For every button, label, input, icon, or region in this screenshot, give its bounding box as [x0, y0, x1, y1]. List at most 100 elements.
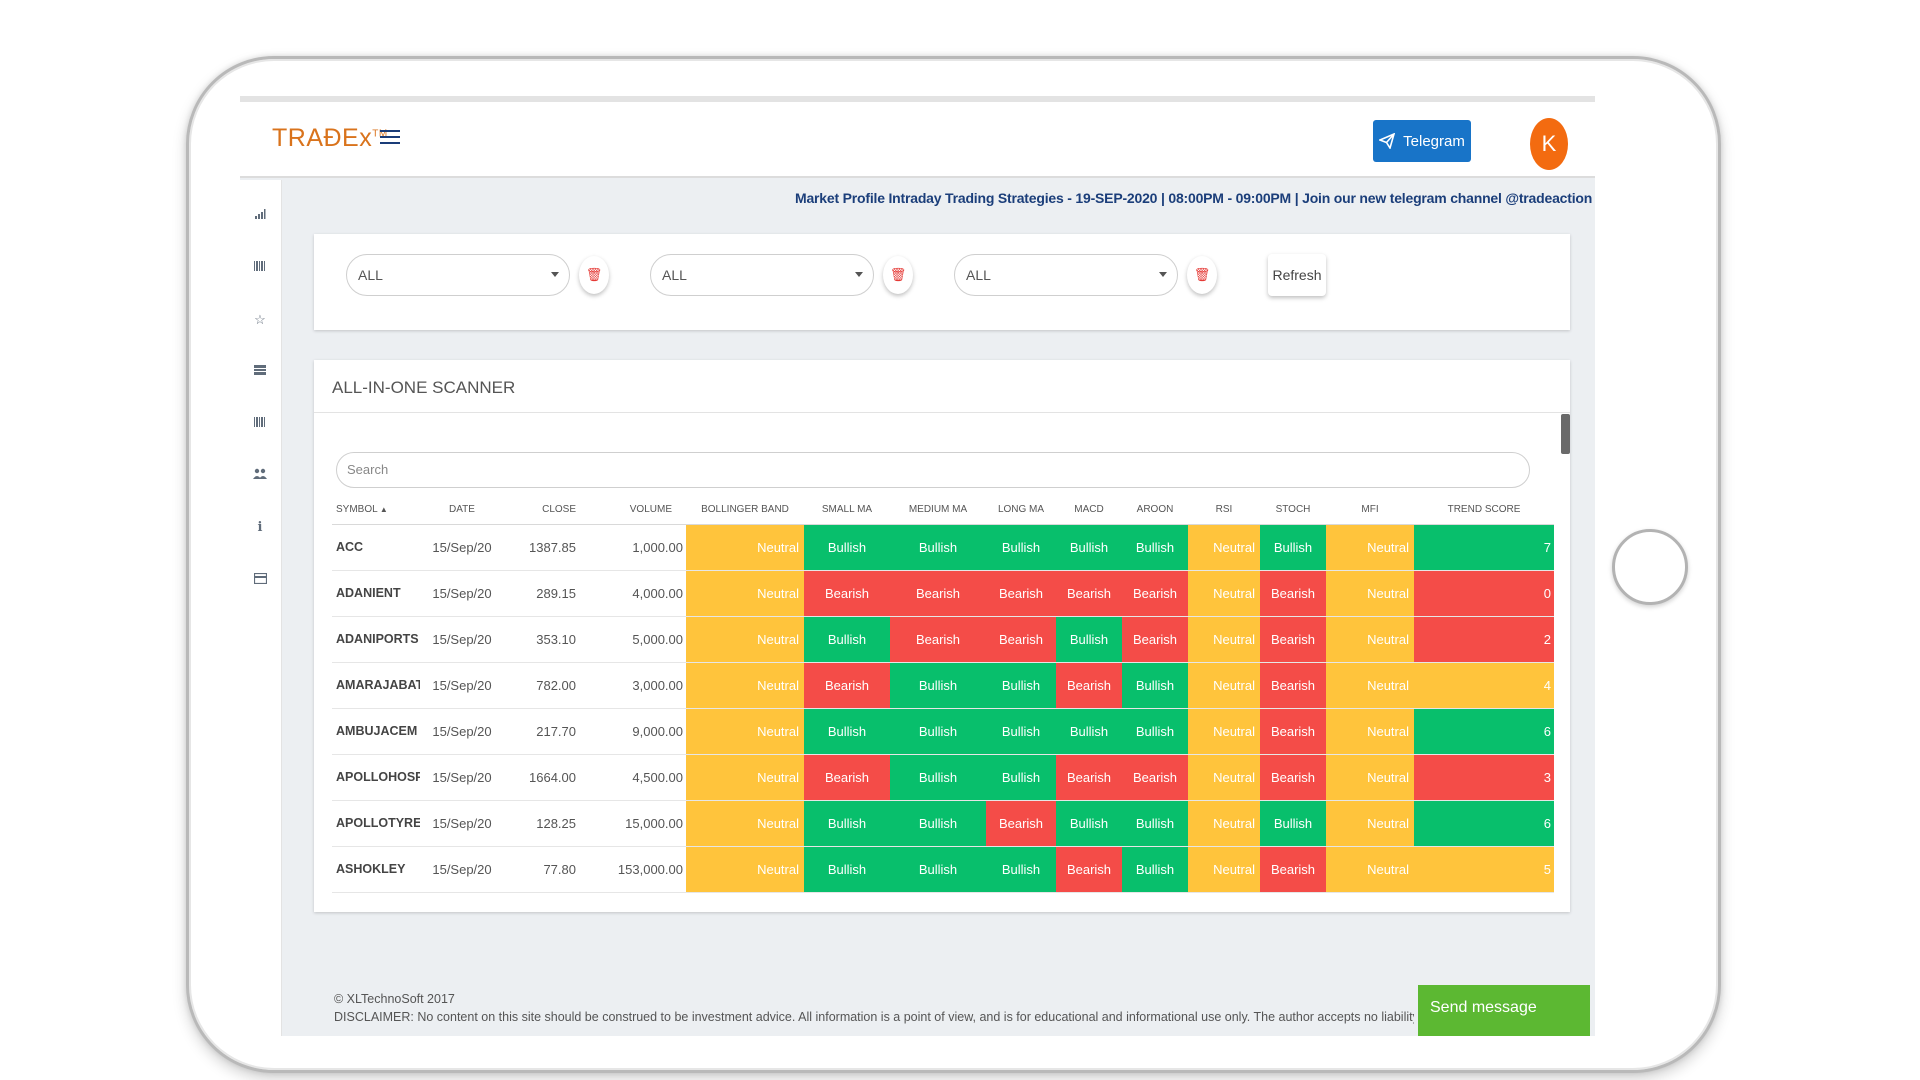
volume-cell: 3,000.00: [590, 662, 686, 709]
volume-cell: 15,000.00: [590, 800, 686, 847]
table-row[interactable]: APOLLOTYRE 15/Sep/20 128.25 15,000.00 Neutra…: [332, 800, 1554, 847]
bollinger-band-cell: Neutral: [686, 846, 804, 893]
long-ma-cell: Bullish: [986, 662, 1056, 709]
bollinger-band-cell: Neutral: [686, 616, 804, 663]
column-header-aroon[interactable]: AROON: [1122, 496, 1188, 525]
column-header-trend-score[interactable]: TREND SCORE: [1414, 496, 1554, 525]
small-ma-cell: Bullish: [804, 524, 890, 571]
filter-select-1[interactable]: ALL: [346, 254, 570, 296]
telegram-button[interactable]: Telegram: [1373, 120, 1471, 162]
mfi-cell: Neutral: [1326, 708, 1414, 755]
barcode-icon[interactable]: [252, 416, 268, 432]
stoch-cell: Bearish: [1260, 570, 1326, 617]
column-header-long-ma[interactable]: LONG MA: [986, 496, 1056, 525]
trend-score-cell: 0: [1414, 570, 1554, 617]
user-avatar[interactable]: K: [1530, 118, 1568, 170]
close-cell: 353.10: [504, 616, 590, 663]
rsi-cell: Neutral: [1188, 570, 1260, 617]
long-ma-cell: Bearish: [986, 800, 1056, 847]
announcement-banner[interactable]: Market Profile Intraday Trading Strategi…: [795, 190, 1593, 206]
date-cell: 15/Sep/20: [420, 524, 504, 571]
mfi-cell: Neutral: [1326, 616, 1414, 663]
close-cell: 289.15: [504, 570, 590, 617]
aroon-cell: Bullish: [1122, 846, 1188, 893]
filter-select-2[interactable]: ALL: [650, 254, 874, 296]
aroon-cell: Bullish: [1122, 662, 1188, 709]
close-cell: 128.25: [504, 800, 590, 847]
list-icon[interactable]: [252, 364, 268, 380]
column-header-macd[interactable]: MACD: [1056, 496, 1122, 525]
card-icon[interactable]: [252, 572, 268, 588]
volume-cell: 4,500.00: [590, 754, 686, 801]
macd-cell: Bearish: [1056, 846, 1122, 893]
telegram-label: Telegram: [1403, 132, 1465, 150]
column-header-bollinger-band[interactable]: BOLLINGER BAND: [686, 496, 804, 525]
small-ma-cell: Bearish: [804, 662, 890, 709]
table-row[interactable]: ADANIENT 15/Sep/20 289.15 4,000.00 Neutral Be…: [332, 570, 1554, 617]
aroon-cell: Bullish: [1122, 708, 1188, 755]
bollinger-band-cell: Neutral: [686, 754, 804, 801]
aroon-cell: Bullish: [1122, 800, 1188, 847]
date-cell: 15/Sep/20: [420, 570, 504, 617]
table-row[interactable]: APOLLOHOSP 15/Sep/20 1664.00 4,500.00 Neutra…: [332, 754, 1554, 801]
filter-select-3[interactable]: ALL: [954, 254, 1178, 296]
users-icon[interactable]: [252, 468, 268, 484]
sort-ascending-icon: ▲: [377, 505, 388, 515]
refresh-button[interactable]: Refresh: [1268, 254, 1326, 296]
column-header-small-ma[interactable]: SMALL MA: [804, 496, 890, 525]
side-icon-rail: ☆ i: [240, 180, 282, 1036]
column-header-symbol[interactable]: SYMBOL ▲: [332, 496, 420, 525]
column-header-date[interactable]: DATE: [420, 496, 504, 525]
table-row[interactable]: AMARAJABAT 15/Sep/20 782.00 3,000.00 Neutral…: [332, 662, 1554, 709]
close-cell: 1387.85: [504, 524, 590, 571]
footer-copyright: © XLTechnoSoft 2017: [334, 992, 455, 1006]
info-icon[interactable]: i: [257, 520, 263, 535]
column-header-close[interactable]: CLOSE: [504, 496, 590, 525]
column-header-volume[interactable]: VOLUME: [590, 496, 686, 525]
barcode-icon[interactable]: [252, 260, 268, 276]
tradex-logo[interactable]: TRAÐExTM: [272, 124, 388, 152]
long-ma-cell: Bullish: [986, 754, 1056, 801]
date-cell: 15/Sep/20: [420, 846, 504, 893]
small-ma-cell: Bullish: [804, 800, 890, 847]
stoch-cell: Bullish: [1260, 800, 1326, 847]
star-icon[interactable]: ☆: [254, 312, 266, 327]
medium-ma-cell: Bullish: [890, 662, 986, 709]
volume-cell: 1,000.00: [590, 524, 686, 571]
delete-filter-2-button[interactable]: 🗑: [883, 256, 913, 294]
table-row[interactable]: AMBUJACEM 15/Sep/20 217.70 9,000.00 Neutral B…: [332, 708, 1554, 755]
column-header-rsi[interactable]: RSI: [1188, 496, 1260, 525]
filter-select-3-value: ALL: [966, 267, 991, 283]
long-ma-cell: Bullish: [986, 708, 1056, 755]
send-message-button[interactable]: Send message: [1418, 985, 1590, 1036]
mfi-cell: Neutral: [1326, 754, 1414, 801]
column-header-stoch[interactable]: STOCH: [1260, 496, 1326, 525]
table-row[interactable]: ACC 15/Sep/20 1387.85 1,000.00 Neutral Bullis…: [332, 524, 1554, 571]
symbol-cell: AMBUJACEM: [332, 708, 420, 755]
filter-card: ALL 🗑 ALL 🗑 ALL 🗑 Refresh: [314, 234, 1570, 330]
macd-cell: Bearish: [1056, 662, 1122, 709]
delete-filter-3-button[interactable]: 🗑: [1187, 256, 1217, 294]
close-cell: 782.00: [504, 662, 590, 709]
rsi-cell: Neutral: [1188, 708, 1260, 755]
column-header-mfi[interactable]: MFI: [1326, 496, 1414, 525]
column-header-medium-ma[interactable]: MEDIUM MA: [890, 496, 986, 525]
table-row[interactable]: ADANIPORTS 15/Sep/20 353.10 5,000.00 Neutral…: [332, 616, 1554, 663]
delete-filter-1-button[interactable]: 🗑: [579, 256, 609, 294]
date-cell: 15/Sep/20: [420, 800, 504, 847]
bollinger-band-cell: Neutral: [686, 662, 804, 709]
home-button[interactable]: [1612, 529, 1688, 605]
stoch-cell: Bearish: [1260, 616, 1326, 663]
caret-down-icon: [1159, 272, 1167, 277]
scrollbar[interactable]: [1561, 414, 1570, 454]
table-row[interactable]: ASHOKLEY 15/Sep/20 77.80 153,000.00 Neutral B…: [332, 846, 1554, 893]
macd-cell: Bullish: [1056, 800, 1122, 847]
macd-cell: Bullish: [1056, 708, 1122, 755]
macd-cell: Bearish: [1056, 754, 1122, 801]
aroon-cell: Bearish: [1122, 570, 1188, 617]
table-body: ACC 15/Sep/20 1387.85 1,000.00 Neutral Bullis…: [332, 524, 1554, 893]
bollinger-band-cell: Neutral: [686, 708, 804, 755]
search-input[interactable]: Search: [336, 452, 1530, 488]
signal-icon[interactable]: [252, 208, 268, 224]
menu-toggle-icon[interactable]: [380, 126, 400, 148]
